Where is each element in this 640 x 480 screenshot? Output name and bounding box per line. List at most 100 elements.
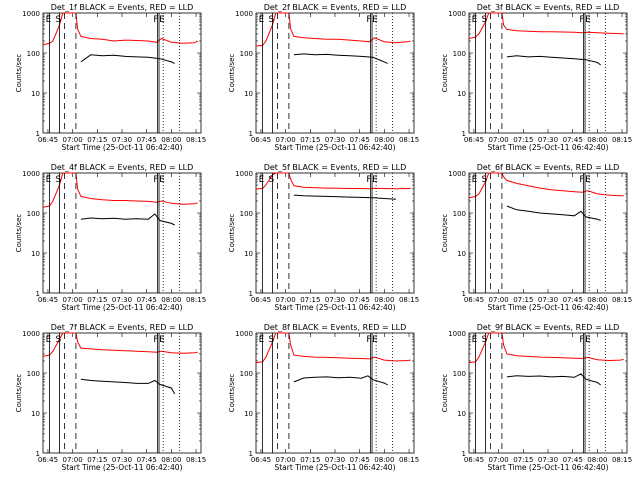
x-tick-label: 08:15 [186, 136, 206, 144]
series-line-lld [255, 172, 411, 190]
x-axis-label: Start Time (25-Oct-11 06:42:40) [487, 463, 608, 472]
y-tick-label: 1000 [235, 330, 253, 338]
x-tick-label: 06:45 [464, 136, 484, 144]
x-tick-label: 06:45 [251, 296, 271, 304]
plot-frame [255, 172, 415, 294]
x-tick-label: 07:00 [276, 296, 296, 304]
y-axis-label: Counts/sec [228, 374, 236, 413]
panel-5: Det_5f BLACK = Events, RED = LLD 1 10 100 10… [228, 163, 419, 312]
y-tick-label: 1 [36, 130, 40, 138]
x-tick-label: 07:00 [63, 456, 83, 464]
marker-label: E [46, 335, 52, 345]
y-tick-label: 1 [462, 450, 466, 458]
marker-label: E [259, 175, 265, 185]
x-axis-label: Start Time (25-Oct-11 06:42:40) [274, 303, 395, 312]
panel-title: Det_8f BLACK = Events, RED = LLD [264, 323, 407, 332]
x-axis-label: Start Time (25-Oct-11 06:42:40) [61, 143, 182, 152]
series-line-events [506, 55, 602, 66]
y-tick-label: 100 [453, 370, 466, 378]
x-tick-label: 06:45 [464, 456, 484, 464]
y-tick-label: 1000 [22, 10, 40, 18]
series-line-events [506, 205, 601, 221]
x-tick-label: 08:15 [612, 296, 632, 304]
x-tick-label: 07:15 [300, 136, 320, 144]
marker-label: E [585, 335, 591, 345]
panel-8: Det_8f BLACK = Events, RED = LLD 1 10 100 10… [228, 323, 419, 472]
x-tick-label: 07:30 [325, 136, 345, 144]
x-tick-label: 06:45 [464, 296, 484, 304]
y-tick-label: 1 [249, 130, 253, 138]
panel-title: Det_5f BLACK = Events, RED = LLD [264, 163, 407, 172]
panel-1: Det_1f BLACK = Events, RED = LLD 1 10 100 10… [15, 3, 206, 152]
marker-label: F [366, 335, 371, 345]
x-tick-label: 08:00 [161, 136, 181, 144]
x-tick-label: 08:15 [399, 296, 419, 304]
y-tick-label: 10 [31, 410, 40, 418]
x-tick-label: 07:15 [87, 296, 107, 304]
series-line-events [80, 54, 175, 64]
y-tick-label: 10 [457, 410, 466, 418]
plot-frame [468, 332, 628, 454]
x-tick-label: 08:15 [186, 296, 206, 304]
y-axis-label: Counts/sec [441, 54, 449, 93]
y-tick-label: 1000 [22, 170, 40, 178]
y-axis-label: Counts/sec [15, 214, 23, 253]
x-tick-label: 07:30 [538, 296, 558, 304]
x-tick-label: 07:45 [350, 136, 370, 144]
x-tick-label: 08:15 [612, 456, 632, 464]
marker-label: F [579, 175, 584, 185]
marker-label: E [46, 175, 52, 185]
y-tick-label: 1 [249, 290, 253, 298]
y-tick-label: 100 [240, 210, 253, 218]
marker-label: E [472, 175, 478, 185]
series-line-events [80, 213, 175, 226]
marker-label: S [55, 175, 61, 185]
x-tick-label: 07:00 [276, 456, 296, 464]
x-tick-label: 08:00 [587, 456, 607, 464]
y-tick-label: 100 [27, 50, 40, 58]
y-tick-label: 1000 [22, 330, 40, 338]
panel-title: Det_2f BLACK = Events, RED = LLD [264, 3, 407, 12]
marker-label: E [472, 335, 478, 345]
x-tick-label: 08:00 [374, 296, 394, 304]
series-line-lld [468, 12, 624, 39]
x-tick-label: 07:15 [300, 456, 320, 464]
y-tick-label: 100 [453, 210, 466, 218]
marker-label: S [481, 175, 487, 185]
marker-label: F [366, 175, 371, 185]
x-tick-label: 07:00 [489, 456, 509, 464]
marker-label: S [55, 15, 61, 25]
marker-label: S [55, 335, 61, 345]
x-axis-label: Start Time (25-Oct-11 06:42:40) [61, 303, 182, 312]
x-tick-label: 08:15 [612, 136, 632, 144]
x-tick-label: 07:45 [350, 456, 370, 464]
panel-4: Det_4f BLACK = Events, RED = LLD 1 10 100 10… [15, 163, 206, 312]
marker-label: S [481, 15, 487, 25]
x-tick-label: 07:00 [489, 296, 509, 304]
y-tick-label: 1000 [235, 170, 253, 178]
plot-frame [42, 12, 202, 134]
series-line-events [293, 375, 388, 386]
x-tick-label: 07:45 [563, 136, 583, 144]
marker-label: F [153, 15, 158, 25]
x-tick-label: 07:45 [137, 296, 157, 304]
x-tick-label: 06:45 [38, 296, 58, 304]
y-axis-label: Counts/sec [15, 54, 23, 93]
plot-frame [42, 172, 202, 294]
x-tick-label: 07:15 [513, 136, 533, 144]
y-axis-label: Counts/sec [228, 54, 236, 93]
x-axis-label: Start Time (25-Oct-11 06:42:40) [487, 303, 608, 312]
x-tick-label: 08:15 [399, 136, 419, 144]
series-line-lld [468, 332, 624, 364]
x-tick-label: 06:45 [38, 456, 58, 464]
panel-title: Det_7f BLACK = Events, RED = LLD [51, 323, 194, 332]
plot-frame [255, 332, 415, 454]
series-line-events [293, 53, 388, 64]
x-axis-label: Start Time (25-Oct-11 06:42:40) [487, 143, 608, 152]
y-tick-label: 1 [462, 290, 466, 298]
y-tick-label: 1000 [448, 10, 466, 18]
x-tick-label: 07:15 [513, 456, 533, 464]
marker-label: E [372, 335, 378, 345]
plot-frame [468, 172, 628, 294]
